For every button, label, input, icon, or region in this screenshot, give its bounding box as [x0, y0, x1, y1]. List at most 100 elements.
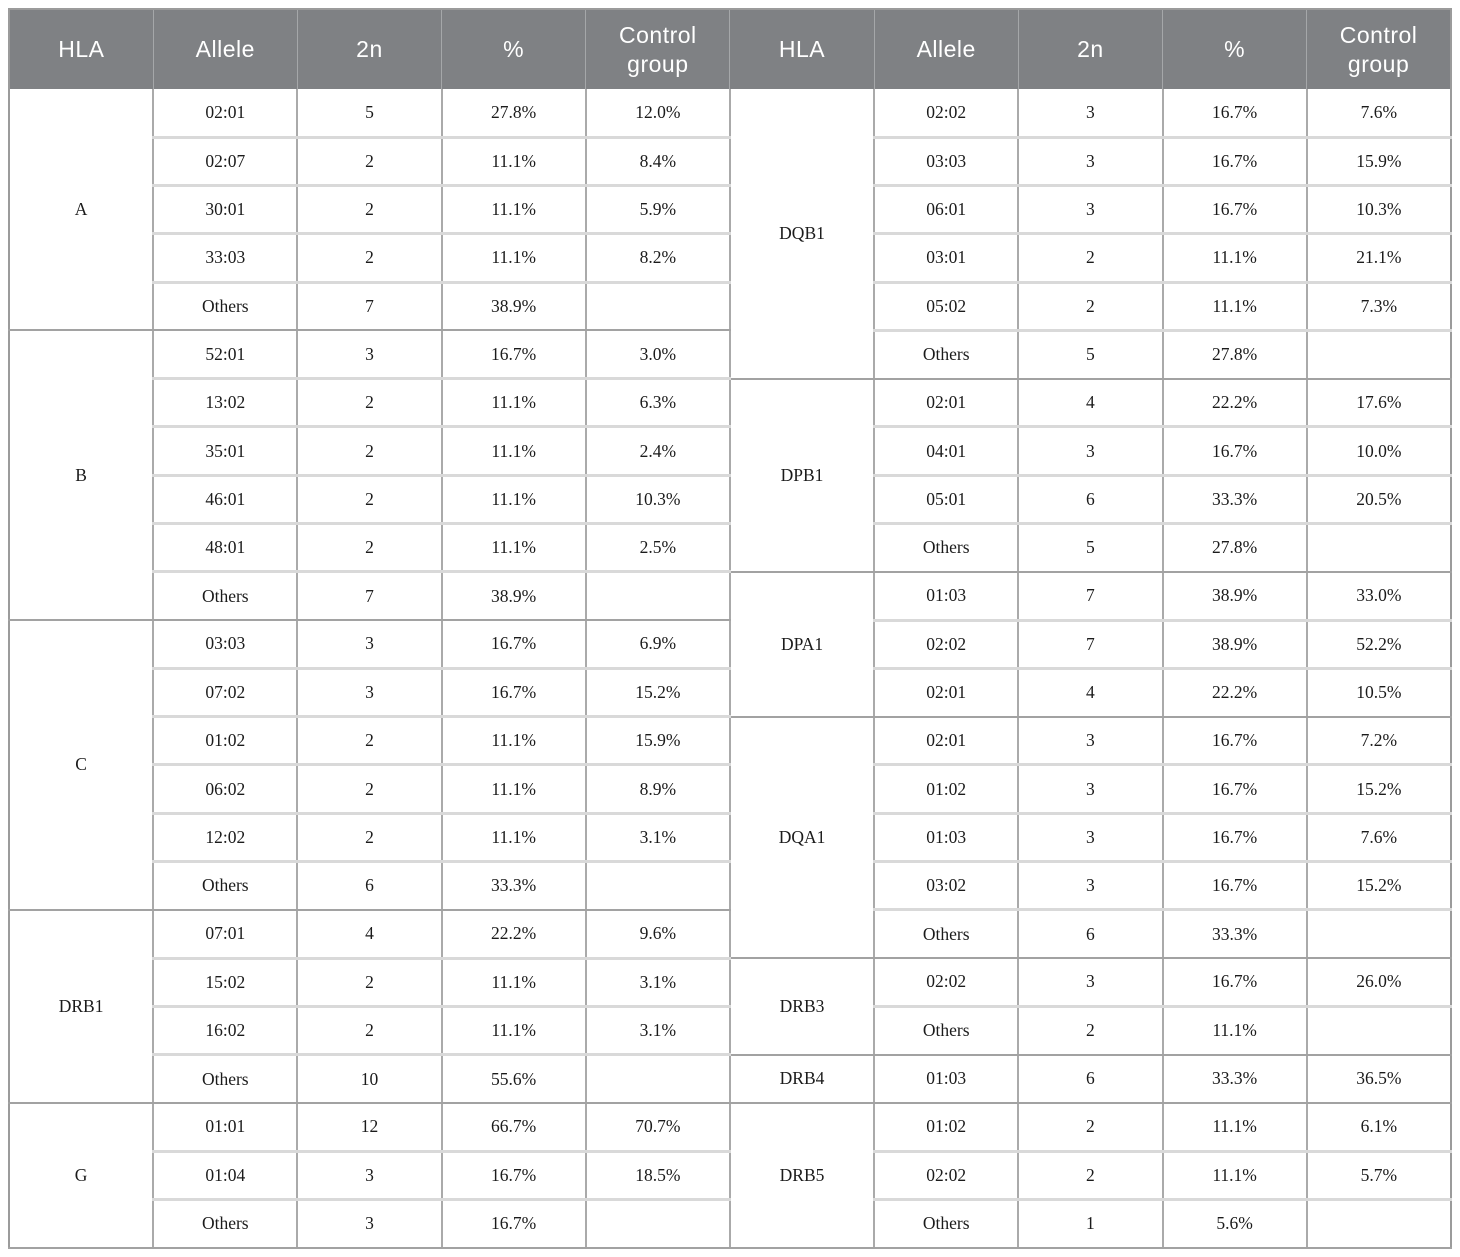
header-row: HLA Allele 2n % Control group HLA Allele…: [9, 9, 1451, 89]
count-cell: 6: [1018, 475, 1164, 526]
control-group-cell: 8.2%: [585, 233, 731, 284]
hla-group-cell: DPA1: [729, 571, 876, 718]
allele-cell: 03:01: [874, 233, 1020, 284]
percent-cell: 16.7%: [441, 668, 587, 719]
count-cell: 6: [1018, 1054, 1164, 1104]
hla-group-cell: DQA1: [729, 716, 876, 960]
header-allele-left: Allele: [153, 9, 298, 89]
table-row: 48:01 2 11.1% 2.5% Others 5 27.8%: [9, 523, 1451, 574]
table-row: 35:01 2 11.1% 2.4% 04:01 3 16.7% 10.0%: [9, 426, 1451, 477]
control-group-cell: 9.6%: [585, 909, 731, 960]
count-cell: 2: [1018, 233, 1164, 284]
table-row: C 03:03 3 16.7% 6.9% 02:02 7 38.9% 52.2%: [9, 620, 1451, 911]
count-cell: 3: [1018, 958, 1164, 1008]
control-group-cell: [585, 1199, 731, 1249]
percent-cell: 16.7%: [1162, 426, 1308, 477]
percent-cell: 22.2%: [1162, 378, 1308, 429]
header-hla-left: HLA: [9, 9, 154, 89]
count-cell: 2: [1018, 1102, 1164, 1153]
control-group-cell: 10.5%: [1306, 668, 1451, 718]
percent-cell: 33.3%: [1162, 909, 1308, 960]
hla-group-cell: DRB3: [729, 958, 876, 1056]
allele-cell: 05:02: [874, 282, 1020, 332]
count-cell: 2: [297, 233, 443, 284]
header-control-right: Control group: [1306, 9, 1451, 89]
allele-cell: 02:01: [153, 89, 299, 139]
percent-cell: 11.1%: [441, 426, 587, 477]
count-cell: 2: [297, 426, 443, 477]
count-cell: 2: [297, 475, 443, 526]
count-cell: 2: [1018, 1006, 1164, 1056]
allele-cell: 01:02: [153, 716, 299, 767]
count-cell: 2: [1018, 1151, 1164, 1201]
percent-cell: 16.7%: [441, 620, 587, 670]
hla-allele-frequency-table: HLA Allele 2n % Control group HLA Allele…: [8, 8, 1452, 1250]
control-group-cell: 8.4%: [585, 137, 731, 188]
allele-cell: 01:02: [874, 764, 1020, 815]
percent-cell: 11.1%: [1162, 233, 1308, 284]
control-group-cell: 18.5%: [585, 1151, 731, 1201]
count-cell: 7: [297, 571, 443, 622]
percent-cell: 16.7%: [1162, 89, 1308, 139]
control-group-cell: 26.0%: [1306, 958, 1451, 1008]
count-cell: 2: [297, 958, 443, 1008]
allele-cell: 01:04: [153, 1151, 299, 1201]
percent-cell: 11.1%: [1162, 1006, 1308, 1056]
allele-cell: Others: [874, 909, 1020, 960]
allele-cell: Others: [153, 571, 299, 622]
control-group-cell: 6.1%: [1306, 1102, 1451, 1153]
count-cell: 7: [297, 282, 443, 332]
control-group-cell: 3.1%: [585, 1006, 731, 1057]
percent-cell: 11.1%: [441, 716, 587, 767]
allele-cell: Others: [874, 523, 1020, 573]
control-group-cell: 17.6%: [1306, 378, 1451, 429]
count-cell: 2: [297, 764, 443, 815]
table-row: 02:07 2 11.1% 8.4% 03:03 3 16.7% 15.9%: [9, 137, 1451, 188]
percent-cell: 16.7%: [441, 330, 587, 381]
table-row: Others 6 33.3% 03:02 3 16.7% 15.2%: [9, 861, 1451, 912]
count-cell: 3: [1018, 426, 1164, 477]
allele-cell: 04:01: [874, 426, 1020, 477]
control-group-cell: 5.7%: [1306, 1151, 1451, 1201]
count-cell: 5: [1018, 330, 1164, 380]
count-cell: 2: [297, 813, 443, 864]
percent-cell: 16.7%: [1162, 813, 1308, 864]
control-group-cell: 8.9%: [585, 764, 731, 815]
allele-cell: 02:02: [874, 89, 1020, 139]
count-cell: 3: [1018, 185, 1164, 236]
count-cell: 2: [297, 1006, 443, 1057]
allele-cell: 02:02: [874, 958, 1020, 1008]
count-cell: 1: [1018, 1199, 1164, 1249]
allele-cell: 16:02: [153, 1006, 299, 1057]
percent-cell: 11.1%: [441, 523, 587, 574]
count-cell: 2: [297, 137, 443, 188]
allele-cell: 46:01: [153, 475, 299, 526]
hla-group-cell: DQB1: [729, 89, 876, 380]
allele-cell: 30:01: [153, 185, 299, 236]
allele-cell: 48:01: [153, 523, 299, 574]
control-group-cell: 20.5%: [1306, 475, 1451, 526]
control-group-cell: [1306, 330, 1451, 380]
count-cell: 4: [1018, 378, 1164, 429]
control-group-cell: [1306, 1006, 1451, 1056]
percent-cell: 11.1%: [441, 137, 587, 188]
table-row: DRB1 07:01 4 22.2% 9.6% Others 6 33.3%: [9, 909, 1451, 1104]
count-cell: 4: [297, 909, 443, 960]
count-cell: 2: [297, 378, 443, 429]
table-row: 30:01 2 11.1% 5.9% 06:01 3 16.7% 10.3%: [9, 185, 1451, 236]
allele-cell: 01:03: [874, 813, 1020, 864]
control-group-cell: [585, 1054, 731, 1104]
header-2n-right: 2n: [1018, 9, 1164, 89]
percent-cell: 27.8%: [1162, 523, 1308, 573]
hla-allele-frequency-table-container: HLA Allele 2n % Control group HLA Allele…: [8, 8, 1452, 1250]
allele-cell: 06:01: [874, 185, 1020, 236]
count-cell: 3: [1018, 89, 1164, 139]
count-cell: 6: [1018, 909, 1164, 960]
count-cell: 3: [297, 620, 443, 670]
table-row: 12:02 2 11.1% 3.1% 01:03 3 16.7% 7.6%: [9, 813, 1451, 864]
table-row: Others 3 16.7% Others 1 5.6%: [9, 1199, 1451, 1249]
percent-cell: 11.1%: [441, 475, 587, 526]
control-group-cell: 15.2%: [585, 668, 731, 719]
percent-cell: 16.7%: [1162, 958, 1308, 1008]
control-group-cell: 7.3%: [1306, 282, 1451, 332]
